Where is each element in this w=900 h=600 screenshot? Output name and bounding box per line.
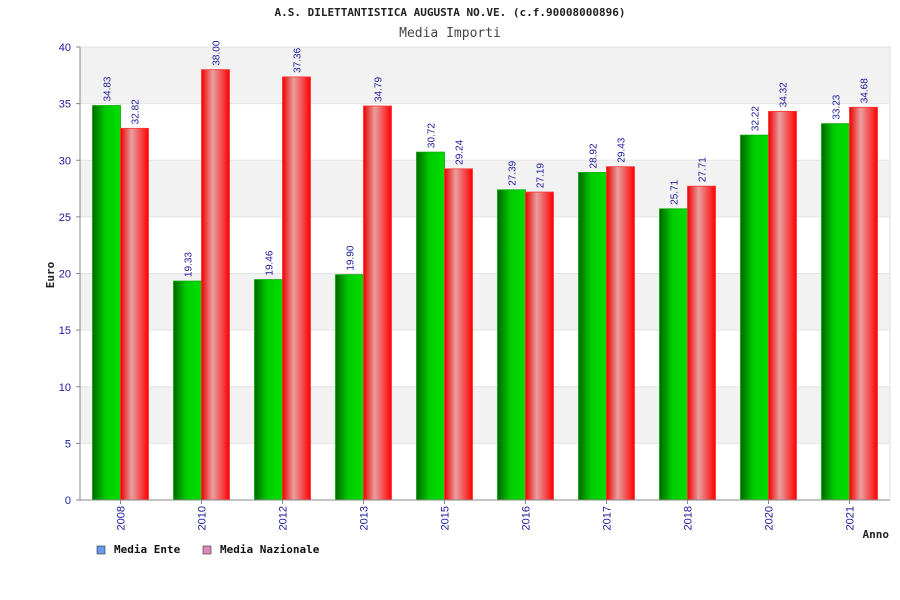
bar-media-nazionale (120, 127, 149, 501)
x-tick-label: 2018 (683, 506, 695, 530)
bar-media-nazionale (201, 69, 230, 501)
value-label: 29.24 (455, 139, 466, 164)
value-label: 30.72 (427, 123, 438, 148)
bar-media-nazionale (768, 110, 797, 501)
value-label: 19.33 (184, 252, 195, 277)
bar-media-nazionale (282, 76, 311, 501)
bar-media-ente (92, 105, 121, 501)
x-tick-label: 2020 (764, 506, 776, 530)
y-tick-label: 15 (59, 325, 71, 337)
bar-media-ente (254, 279, 283, 501)
y-tick-label: 0 (65, 495, 71, 507)
bar-media-nazionale (444, 168, 473, 501)
bar-media-ente (416, 151, 445, 501)
chart-subtitle: Media Importi (399, 26, 501, 41)
bar-media-ente (335, 274, 364, 501)
bar-media-ente (578, 172, 607, 501)
x-tick-label: 2016 (521, 506, 533, 530)
x-tick-label: 2008 (116, 506, 128, 530)
value-label: 19.46 (265, 250, 276, 275)
x-tick-label: 2013 (359, 506, 371, 530)
value-label: 27.71 (698, 157, 709, 182)
value-labels: 34.83 32.82 19.33 38.00 19.46 37.36 19.90 34.79… (103, 40, 871, 277)
x-tick-label: 2017 (602, 506, 614, 530)
bar-media-ente (740, 134, 769, 501)
legend: Media Ente Media Nazionale (96, 543, 320, 556)
bar-media-nazionale (363, 105, 392, 501)
x-tick-label: 2010 (197, 506, 209, 530)
y-axis-label: Euro (44, 261, 57, 288)
x-axis-ticks: 2008 2010 2012 2013 2015 2016 2017 2018 2020 2021 (116, 500, 857, 530)
legend-label-nazionale: Media Nazionale (220, 543, 320, 556)
y-tick-label: 30 (59, 155, 71, 167)
y-tick-label: 40 (59, 42, 71, 54)
bars (92, 69, 878, 501)
y-tick-label: 35 (59, 99, 71, 111)
legend-label-ente: Media Ente (114, 543, 181, 556)
value-label: 37.36 (293, 47, 304, 72)
y-tick-label: 25 (59, 212, 71, 224)
value-label: 19.90 (346, 245, 357, 270)
bar-media-ente (173, 280, 202, 501)
x-tick-label: 2012 (278, 506, 290, 530)
value-label: 27.19 (536, 163, 547, 188)
bar-media-nazionale (606, 166, 635, 501)
y-tick-label: 10 (59, 382, 71, 394)
bar-media-nazionale (525, 191, 554, 501)
x-tick-label: 2021 (845, 506, 857, 530)
value-label: 32.22 (751, 106, 762, 131)
x-tick-label: 2015 (440, 506, 452, 530)
chart-title: A.S. DILETTANTISTICA AUGUSTA NO.VE. (c.f… (275, 6, 626, 19)
y-tick-label: 5 (65, 438, 71, 450)
value-label: 38.00 (212, 40, 223, 65)
bar-media-ente (821, 123, 850, 501)
value-label: 34.68 (860, 78, 871, 103)
legend-swatch-nazionale (202, 545, 212, 555)
y-axis-ticks: 0 5 10 15 20 25 30 35 40 (59, 42, 80, 507)
value-label: 33.23 (832, 94, 843, 119)
bar-media-ente (659, 208, 688, 501)
value-label: 32.82 (131, 99, 142, 124)
legend-swatch-ente (96, 545, 106, 555)
y-tick-label: 20 (59, 269, 71, 281)
value-label: 28.92 (589, 143, 600, 168)
value-label: 29.43 (617, 137, 628, 162)
value-label: 27.39 (508, 160, 519, 185)
bar-media-nazionale (687, 185, 716, 501)
value-label: 25.71 (670, 179, 681, 204)
value-label: 34.32 (779, 82, 790, 107)
bar-media-nazionale (849, 106, 878, 501)
value-label: 34.79 (374, 77, 385, 102)
x-axis-label: Anno (863, 528, 890, 541)
bar-media-ente (497, 189, 526, 501)
value-label: 34.83 (103, 76, 114, 101)
